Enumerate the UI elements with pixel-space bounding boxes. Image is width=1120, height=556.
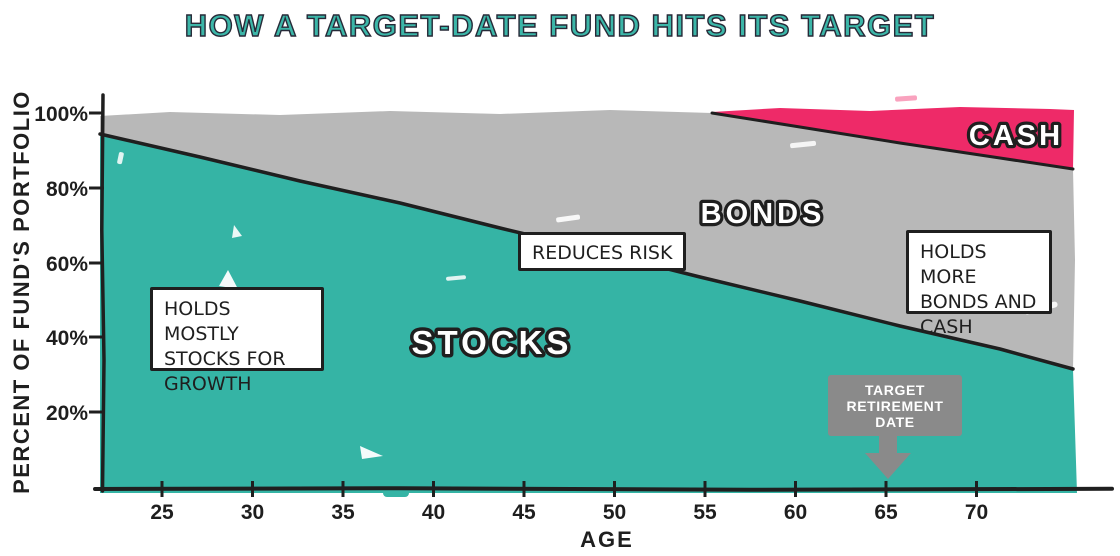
target-date-arrow-icon xyxy=(865,433,911,479)
x-tick-label: 40 xyxy=(422,501,445,524)
bonds-cash-boundary-line xyxy=(710,111,1075,171)
x-axis-title: AGE xyxy=(580,527,634,552)
cash-area xyxy=(712,107,1074,169)
annotation-holds-more-bonds-cash: HOLDS MORE BONDS AND CASH xyxy=(906,230,1052,338)
y-tick-label: 80% xyxy=(46,178,88,201)
y-tick-label: 100% xyxy=(34,103,88,126)
x-tick-labels: 25 30 35 40 45 50 55 60 65 70 xyxy=(150,501,988,524)
y-tick-label: 40% xyxy=(46,327,88,350)
x-tick-label: 25 xyxy=(150,501,174,524)
x-axis-line xyxy=(93,486,1114,492)
cash-area-label: CASH xyxy=(969,120,1063,152)
target-retirement-date-badge: TARGET RETIREMENT DATE xyxy=(828,375,962,436)
x-tick-label: 70 xyxy=(965,501,988,524)
bonds-area-label: BONDS xyxy=(701,198,826,230)
stocks-area-label: STOCKS xyxy=(412,324,573,361)
y-tick-marks xyxy=(89,111,104,414)
x-tick-label: 45 xyxy=(512,501,536,524)
x-tick-label: 35 xyxy=(331,501,355,524)
chart-title: HOW A TARGET-DATE FUND HITS ITS TARGET xyxy=(184,7,936,43)
y-tick-labels: 100% 80% 60% 40% 20% xyxy=(34,103,88,425)
x-tick-label: 55 xyxy=(693,501,717,524)
annotation-reduces-risk: REDUCES RISK xyxy=(518,232,687,271)
x-tick-label: 60 xyxy=(784,501,807,524)
x-tick-label: 65 xyxy=(874,501,898,524)
x-tick-marks xyxy=(160,481,978,497)
y-tick-label: 60% xyxy=(46,253,88,276)
y-tick-label: 20% xyxy=(46,402,88,425)
x-tick-label: 50 xyxy=(603,501,626,524)
annotation-holds-mostly-stocks: HOLDS MOSTLY STOCKS FOR GROWTH xyxy=(150,287,324,395)
x-tick-label: 30 xyxy=(241,501,264,524)
y-axis-line xyxy=(100,93,106,493)
